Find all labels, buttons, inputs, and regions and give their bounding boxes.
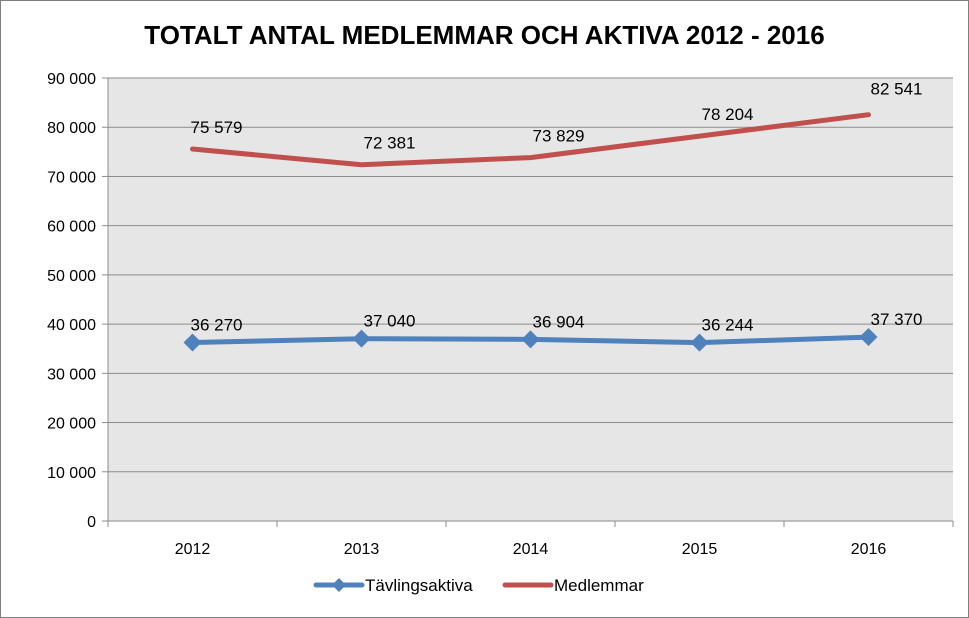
series-line-1 xyxy=(190,112,871,168)
x-tick-label: 2013 xyxy=(344,541,380,558)
data-label: 36 904 xyxy=(533,312,585,331)
legend-label: Tävlingsaktiva xyxy=(365,576,473,595)
data-label: 37 370 xyxy=(871,310,923,329)
plot-area xyxy=(108,78,953,521)
y-tick-label: 90 000 xyxy=(47,71,96,88)
x-tick-label: 2012 xyxy=(175,541,211,558)
y-tick-label: 80 000 xyxy=(47,120,96,137)
legend-label: Medlemmar xyxy=(554,576,644,595)
x-tick-label: 2016 xyxy=(851,541,887,558)
y-tick-label: 0 xyxy=(87,514,96,531)
data-label: 82 541 xyxy=(871,80,923,99)
y-tick-label: 40 000 xyxy=(47,317,96,334)
chart-title: TOTALT ANTAL MEDLEMMAR OCH AKTIVA 2012 -… xyxy=(144,20,825,50)
series-marker xyxy=(521,330,540,349)
x-tick-label: 2014 xyxy=(513,541,549,558)
y-tick-label: 70 000 xyxy=(47,169,96,186)
y-tick-label: 60 000 xyxy=(47,219,96,236)
y-tick-label: 50 000 xyxy=(47,268,96,285)
data-label: 37 040 xyxy=(364,312,416,331)
data-label: 36 244 xyxy=(702,316,754,335)
y-tick-label: 30 000 xyxy=(47,366,96,383)
x-tick-label: 2015 xyxy=(682,541,718,558)
y-tick-label: 10 000 xyxy=(47,465,96,482)
y-tick-label: 20 000 xyxy=(47,416,96,433)
legend-marker xyxy=(332,578,346,592)
data-label: 75 579 xyxy=(191,118,243,137)
data-label: 73 829 xyxy=(533,127,585,146)
data-label: 36 270 xyxy=(191,315,243,334)
data-label: 72 381 xyxy=(364,134,416,153)
series-marker xyxy=(859,328,878,347)
series-marker xyxy=(690,333,709,352)
data-label: 78 204 xyxy=(702,105,754,124)
series-marker xyxy=(352,329,371,348)
series-marker xyxy=(183,333,202,352)
